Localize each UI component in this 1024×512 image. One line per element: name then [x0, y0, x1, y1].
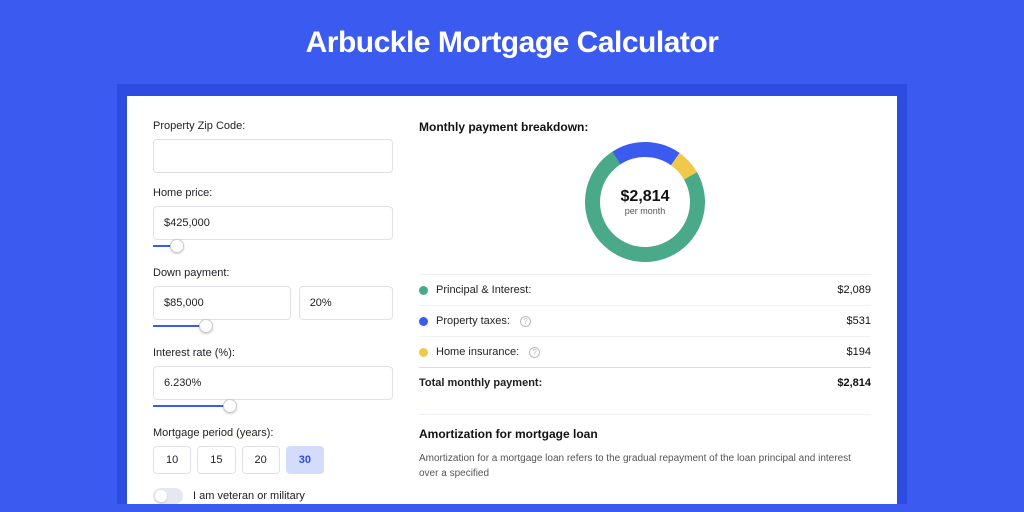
- calculator-card: Property Zip Code: Home price: Down paym…: [127, 96, 897, 504]
- field-down-payment: Down payment:: [153, 267, 393, 333]
- total-label: Total monthly payment:: [419, 377, 542, 389]
- breakdown-panel: Monthly payment breakdown: $2,814 per mo…: [419, 120, 871, 504]
- amortization-title: Amortization for mortgage loan: [419, 414, 871, 441]
- row-label: Principal & Interest:: [436, 284, 531, 296]
- interest-rate-slider[interactable]: [153, 399, 393, 413]
- row-label: Property taxes:: [436, 315, 510, 327]
- row-principal-interest: Principal & Interest: $2,089: [419, 274, 871, 305]
- row-value: $194: [847, 346, 871, 358]
- veteran-label: I am veteran or military: [193, 490, 305, 502]
- toggle-knob: [155, 490, 167, 502]
- dot-ins: [419, 348, 428, 357]
- period-btn-30[interactable]: 30: [286, 446, 324, 474]
- dot-pi: [419, 286, 428, 295]
- donut-center: $2,814 per month: [621, 188, 670, 216]
- row-property-taxes: Property taxes: ? $531: [419, 305, 871, 336]
- period-btn-10[interactable]: 10: [153, 446, 191, 474]
- breakdown-title: Monthly payment breakdown:: [419, 120, 871, 134]
- donut-sub: per month: [621, 206, 670, 216]
- row-total: Total monthly payment: $2,814: [419, 367, 871, 398]
- veteran-toggle[interactable]: [153, 488, 183, 504]
- row-value: $531: [847, 315, 871, 327]
- field-period: Mortgage period (years): 10 15 20 30: [153, 427, 393, 474]
- interest-rate-input[interactable]: [153, 366, 393, 400]
- slider-handle[interactable]: [170, 239, 184, 253]
- field-home-price: Home price:: [153, 187, 393, 253]
- down-payment-input[interactable]: [153, 286, 291, 320]
- page-title: Arbuckle Mortgage Calculator: [0, 26, 1024, 60]
- info-icon[interactable]: ?: [529, 347, 540, 358]
- row-label: Home insurance:: [436, 346, 519, 358]
- amortization-text: Amortization for a mortgage loan refers …: [419, 451, 871, 481]
- form-panel: Property Zip Code: Home price: Down paym…: [153, 120, 393, 504]
- veteran-row: I am veteran or military: [153, 488, 393, 504]
- row-home-insurance: Home insurance: ? $194: [419, 336, 871, 367]
- zip-input[interactable]: [153, 139, 393, 173]
- period-btn-20[interactable]: 20: [242, 446, 280, 474]
- home-price-slider[interactable]: [153, 239, 393, 253]
- payment-donut-chart: $2,814 per month: [585, 142, 705, 262]
- total-value: $2,814: [837, 377, 871, 389]
- period-label: Mortgage period (years):: [153, 427, 393, 439]
- row-value: $2,089: [837, 284, 871, 296]
- field-zip: Property Zip Code:: [153, 120, 393, 173]
- info-icon[interactable]: ?: [520, 316, 531, 327]
- donut-amount: $2,814: [621, 188, 670, 206]
- down-payment-pct-input[interactable]: [299, 286, 393, 320]
- dot-tax: [419, 317, 428, 326]
- down-payment-slider[interactable]: [153, 319, 393, 333]
- period-btn-15[interactable]: 15: [197, 446, 235, 474]
- down-payment-label: Down payment:: [153, 267, 393, 279]
- interest-rate-label: Interest rate (%):: [153, 347, 393, 359]
- home-price-input[interactable]: [153, 206, 393, 240]
- slider-fill: [153, 405, 230, 407]
- slider-handle[interactable]: [199, 319, 213, 333]
- donut-wrap: $2,814 per month: [419, 142, 871, 262]
- field-interest-rate: Interest rate (%):: [153, 347, 393, 413]
- inner-band: Property Zip Code: Home price: Down paym…: [117, 84, 907, 504]
- zip-label: Property Zip Code:: [153, 120, 393, 132]
- home-price-label: Home price:: [153, 187, 393, 199]
- period-buttons: 10 15 20 30: [153, 446, 393, 474]
- slider-handle[interactable]: [223, 399, 237, 413]
